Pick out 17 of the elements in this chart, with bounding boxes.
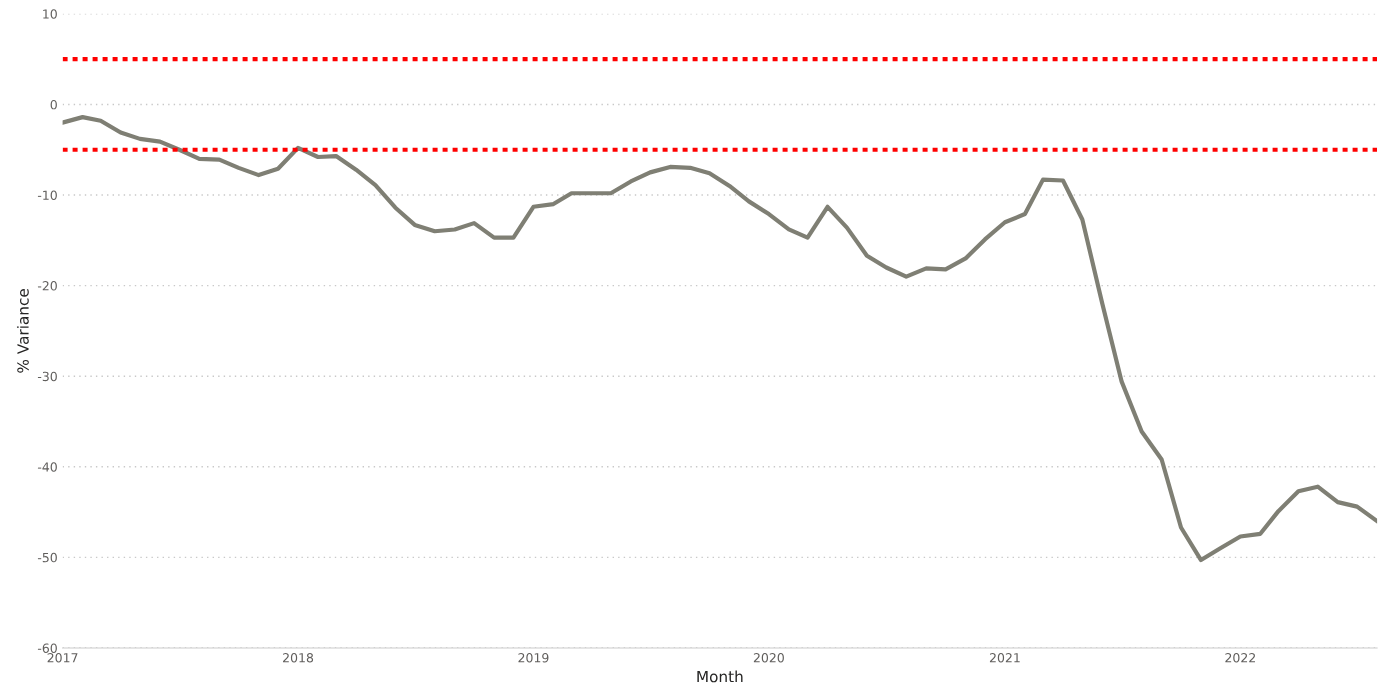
line-series (62, 115, 1378, 563)
y-tick-label: 10 (43, 9, 57, 19)
x-axis-title: Month (697, 670, 743, 683)
x-tick-label: 2017 (47, 653, 78, 663)
y-tick-label: 0 (50, 99, 57, 110)
y-tick-label: -30 (37, 371, 57, 382)
x-tick-label: 2018 (283, 653, 314, 663)
y-tick-label: -20 (37, 281, 57, 291)
y-tick-label: -50 (37, 552, 57, 563)
x-tick-label: 2021 (989, 653, 1020, 663)
y-tick-label: -40 (37, 462, 57, 472)
y-axis-title: % Variance (16, 289, 29, 373)
y-tick-label: -10 (37, 190, 57, 200)
x-tick-label: 2020 (753, 653, 784, 663)
y-tick-label: -60 (37, 643, 57, 653)
x-tick-label: 2019 (518, 653, 549, 663)
x-tick-label: 2022 (1225, 653, 1256, 663)
